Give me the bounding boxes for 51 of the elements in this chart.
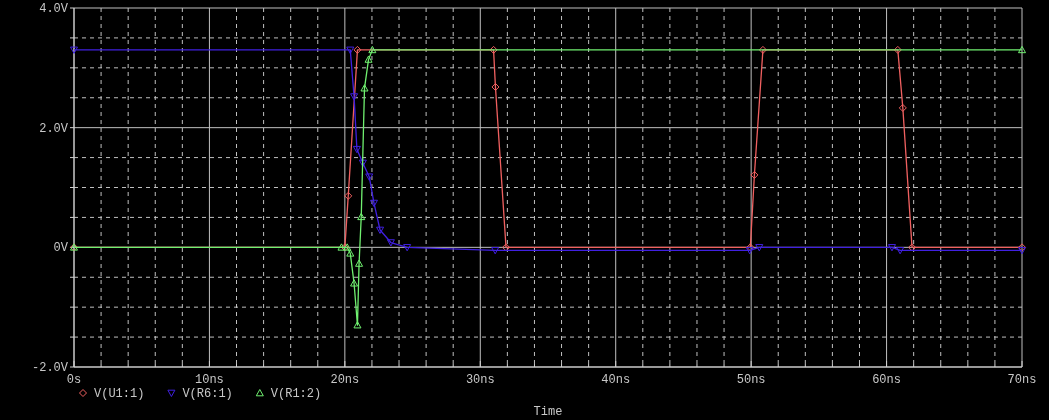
point — [350, 93, 359, 101]
x-tick-label: 0s — [66, 373, 82, 387]
x-tick-label: 30ns — [465, 373, 495, 387]
point — [350, 279, 359, 287]
point — [755, 244, 764, 252]
point — [403, 244, 412, 252]
x-tick-label: 10ns — [195, 373, 224, 387]
legend-label: V(R6:1) — [182, 387, 233, 401]
point — [358, 159, 367, 167]
point — [1018, 243, 1026, 252]
point — [368, 45, 377, 54]
legend-label: V(R1:2) — [270, 387, 322, 401]
point — [352, 145, 361, 154]
x-tick-label: 60ns — [872, 373, 901, 387]
point — [745, 247, 754, 255]
point — [365, 173, 374, 181]
point — [386, 239, 395, 247]
point — [896, 247, 905, 255]
point — [344, 191, 353, 200]
point — [376, 226, 385, 234]
point — [887, 244, 896, 252]
x-tick-label: 40ns — [601, 373, 631, 387]
y-tick-label: 4.0V — [39, 2, 69, 16]
point — [357, 212, 366, 221]
point — [355, 259, 364, 267]
y-tick-label: 0V — [53, 241, 69, 256]
y-tick-label: 2.0V — [39, 121, 69, 136]
point — [491, 82, 500, 91]
point — [750, 170, 759, 179]
x-axis-title: Time — [533, 405, 563, 419]
point — [893, 45, 902, 54]
point — [346, 46, 355, 54]
point — [489, 45, 498, 54]
point — [758, 45, 767, 54]
point — [360, 84, 369, 92]
x-tick-label: 70ns — [1007, 373, 1037, 387]
point — [898, 103, 907, 112]
point — [364, 55, 373, 63]
x-tick-label: 20ns — [330, 373, 360, 387]
y-tick-label: -2.0V — [31, 361, 69, 375]
point — [1018, 247, 1026, 255]
point — [491, 247, 500, 255]
point — [746, 243, 755, 252]
point — [369, 199, 378, 208]
point — [346, 249, 355, 257]
point — [1018, 45, 1026, 54]
point — [353, 321, 362, 329]
point — [70, 46, 78, 54]
x-tick-label: 50ns — [736, 373, 766, 387]
legend-label: V(U1:1) — [94, 387, 145, 401]
point — [353, 45, 362, 54]
